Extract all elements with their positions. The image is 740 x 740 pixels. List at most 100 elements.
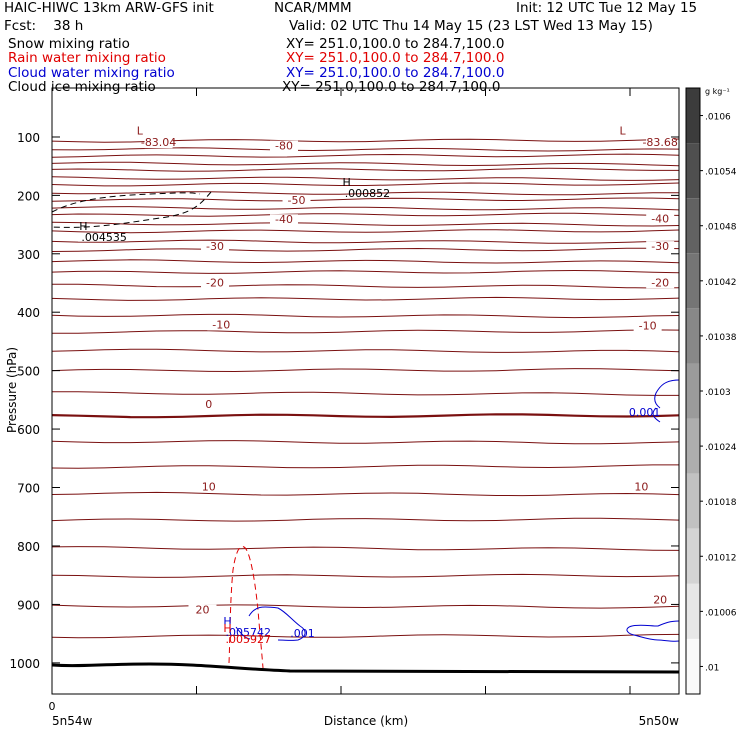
isotherm-label-bg [646, 277, 675, 289]
cloud-water-contour-right-upper [652, 379, 680, 423]
isotherm-line [51, 313, 680, 319]
isotherm-line [51, 197, 680, 202]
isotherm-label-bg [646, 241, 675, 253]
isotherm-label: -30 [651, 240, 669, 253]
colorbar-swatch [686, 198, 700, 254]
y-tick-label: 400 [17, 306, 40, 320]
colorbar-swatch [686, 473, 700, 529]
rain-water-contour [228, 546, 264, 669]
colorbar-swatch [686, 583, 700, 639]
colorbar-swatch [686, 253, 700, 309]
isotherm-line [51, 182, 680, 187]
low-marker: L [619, 125, 626, 138]
colorbar-swatch [686, 528, 700, 584]
colorbar-label: .01024 [705, 443, 737, 453]
header-init: Init: 12 UTC Tue 12 May 15 [516, 0, 698, 16]
extremum-value: .000852 [345, 187, 391, 200]
header-org: NCAR/MMM [274, 0, 352, 16]
isotherm-label-bg [269, 140, 298, 152]
isotherm-line [51, 239, 680, 244]
x-axis-title: Distance (km) [324, 714, 408, 728]
colorbar-unit: g kg⁻¹ [705, 87, 730, 96]
isotherm-label: 10 [202, 480, 216, 493]
colorbar-label: .01006 [705, 608, 737, 618]
isotherm-line [51, 176, 680, 181]
y-axis-title: Pressure (hPa) [5, 347, 19, 433]
mixing-ratio-contours [51, 191, 680, 669]
colorbar: g kg⁻¹ .0106 .01054 .01048 .01042 .01038 .0103… [685, 87, 737, 695]
isotherm-line [51, 269, 680, 274]
isotherm-label-bg [201, 241, 230, 253]
isotherm-label: -20 [651, 276, 669, 289]
isotherm-label-bg [188, 604, 217, 616]
field-name-snow: Snow mixing ratio [8, 36, 130, 52]
field-name-cloud-ice: Cloud ice mixing ratio [8, 79, 156, 95]
colorbar-label: .01012 [705, 553, 737, 563]
colorbar-label: .01054 [705, 168, 737, 178]
isotherm-line [51, 206, 680, 211]
isotherm-line [52, 329, 680, 334]
isotherm-line [51, 153, 680, 158]
isotherm-line [51, 247, 680, 252]
isotherm-line [51, 296, 680, 301]
x-left-label: 5n54w [52, 714, 93, 728]
isotherm-line [51, 348, 680, 353]
isotherm-label-bg [201, 277, 230, 289]
isotherm-line [51, 259, 680, 264]
isotherm-line [51, 212, 680, 217]
extremum-value: .005742 [226, 626, 272, 639]
isotherm-label: 10 [634, 480, 648, 493]
isotherm-label: -80 [275, 140, 293, 153]
y-tick-label: 600 [17, 423, 40, 437]
isotherm-line [51, 517, 680, 522]
isotherm-label: -20 [206, 276, 224, 289]
extremum-value: .004535 [81, 231, 127, 244]
terrain-line [51, 662, 680, 674]
high-marker: H [343, 176, 351, 189]
y-tick-label: 200 [17, 189, 40, 203]
y-tick-label: 700 [17, 482, 40, 496]
isotherm-label-bg [633, 320, 662, 332]
colorbar-swatch [686, 143, 700, 199]
isotherm-line [51, 221, 680, 227]
isotherm-label-bg [646, 137, 675, 149]
isotherm-label-bg [194, 398, 223, 410]
isotherm-line [51, 229, 680, 234]
isotherm-line [51, 440, 680, 445]
colorbar-label: .0103 [705, 388, 731, 398]
colorbar-label: .01018 [705, 498, 737, 508]
colorbar-swatch [686, 363, 700, 419]
colorbar-label: .01042 [705, 278, 737, 288]
isotherm-label: -83.68 [642, 136, 677, 149]
isotherm-label-bg [627, 481, 656, 493]
field-name-cloud-water: Cloud water mixing ratio [8, 65, 175, 81]
isotherm-label: -10 [212, 318, 230, 331]
extremum-value: .005927 [226, 633, 272, 646]
colorbar-label: .01038 [705, 333, 737, 343]
high-marker: H [79, 220, 87, 233]
cloud-water-contour-right-lower [626, 620, 680, 642]
high-marker: H [223, 615, 231, 628]
isotherm-label: 20 [653, 594, 667, 607]
field-xy-rain: XY= 251.0,100.0 to 284.7,100.0 [286, 50, 505, 66]
colorbar-label: .01048 [705, 223, 737, 233]
colorbar-swatch [686, 638, 700, 694]
y-tick-label: 500 [17, 365, 40, 379]
colorbar-label: .01 [705, 663, 719, 673]
cloud-water-label: 0.001 [629, 406, 661, 419]
isotherm-label: -40 [651, 213, 669, 226]
isotherm-label: -30 [206, 240, 224, 253]
isotherm-label-bg [646, 213, 675, 225]
isotherm-label: -40 [275, 213, 293, 226]
isotherm-line [51, 161, 680, 167]
y-tick-label: 300 [17, 248, 40, 262]
colorbar-swatch [686, 308, 700, 364]
cloud-water-label: .001 [290, 627, 315, 640]
isotherm-label-bg [194, 481, 223, 493]
isotherm-label: -50 [288, 194, 306, 207]
y-tick-label: 1000 [9, 657, 40, 671]
header-valid: Valid: 02 UTC Thu 14 May 15 (23 LST Wed … [289, 18, 653, 34]
isotherm-line [51, 464, 679, 469]
isotherm-line [51, 546, 680, 551]
